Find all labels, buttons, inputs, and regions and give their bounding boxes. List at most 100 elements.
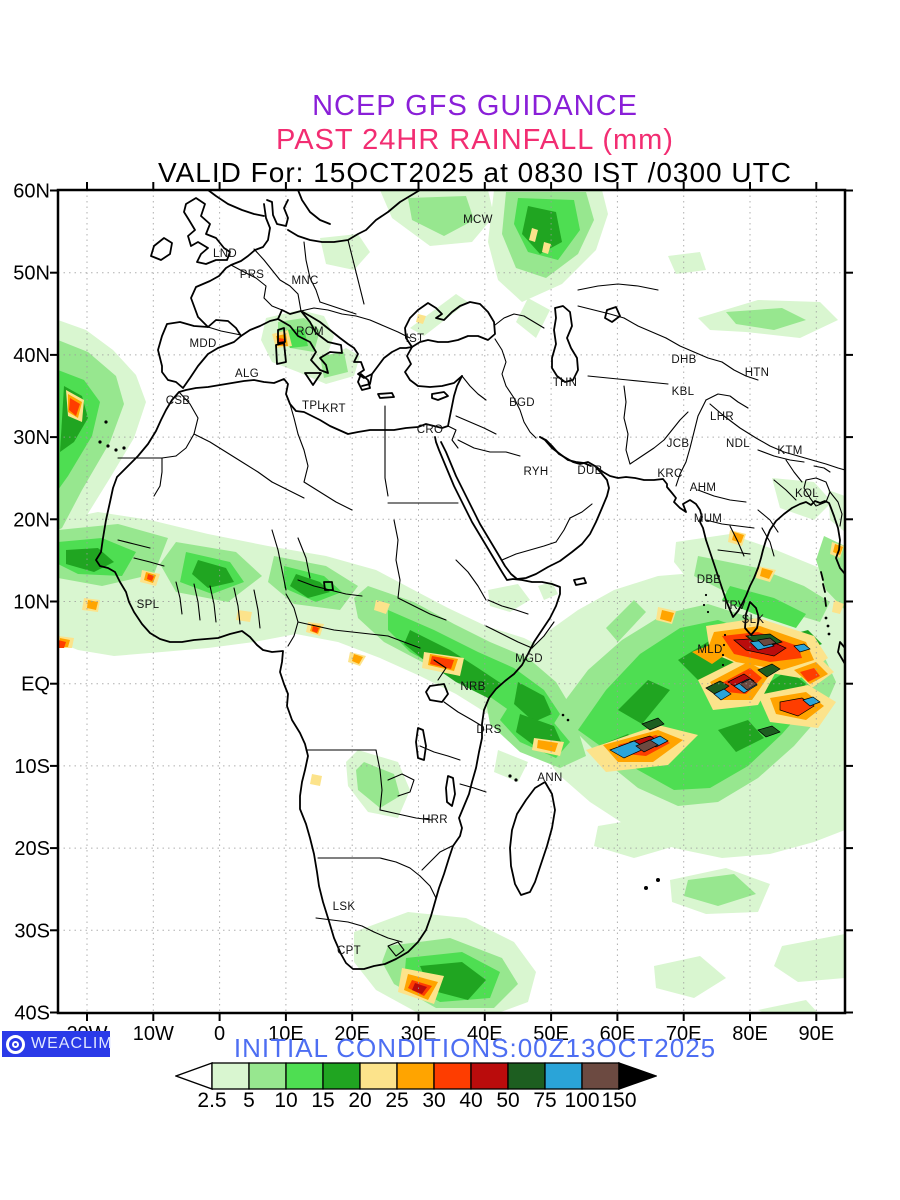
colorbar-cell <box>470 1062 509 1090</box>
rainfall-colorbar <box>175 1062 657 1090</box>
station-label: CRO <box>417 424 443 436</box>
colorbar-right-arrow <box>618 1062 657 1090</box>
double-circle-icon <box>6 1034 25 1054</box>
lon-label: 60E <box>600 1023 636 1045</box>
colorbar-cell <box>507 1062 546 1090</box>
lat-label: 20S <box>14 838 50 860</box>
page-subtitle: PAST 24HR RAINFALL (mm) <box>276 124 674 156</box>
station-label: SPL <box>137 599 160 611</box>
station-label: HRR <box>422 814 448 826</box>
colorbar-cell <box>544 1062 583 1090</box>
lat-label: EQ <box>21 674 50 696</box>
station-label: JCB <box>667 438 690 450</box>
station-label: AHM <box>690 482 716 494</box>
lat-label: 40N <box>13 345 50 367</box>
colorbar-cell <box>322 1062 361 1090</box>
lat-label: 10N <box>13 592 50 614</box>
lon-label: 40E <box>467 1023 503 1045</box>
station-label: LHR <box>710 411 734 423</box>
colorbar-value: 2.5 <box>197 1089 227 1112</box>
lat-label: 30N <box>13 427 50 449</box>
colorbar-value: 30 <box>422 1089 446 1112</box>
logo-text: WEACLIM <box>31 1035 113 1052</box>
station-label: KTM <box>777 445 802 457</box>
weaclim-logo: WEACLIM <box>2 1031 113 1057</box>
station-label: KRT <box>322 403 346 415</box>
colorbar-value: 150 <box>601 1089 637 1112</box>
lat-label: 20N <box>13 509 50 531</box>
station-label: MDD <box>189 338 216 350</box>
station-label: NRB <box>460 681 485 693</box>
axis-ticks <box>50 182 853 1021</box>
station-label: ALG <box>235 368 259 380</box>
colorbar-cell <box>285 1062 324 1090</box>
colorbar-cell <box>581 1062 620 1090</box>
page-title: NCEP GFS GUIDANCE <box>312 90 638 122</box>
station-label: NDL <box>726 438 750 450</box>
colorbar-value: 5 <box>243 1089 255 1112</box>
lon-label: 90E <box>799 1023 835 1045</box>
colorbar-left-arrow <box>175 1062 213 1090</box>
lat-label: 50N <box>13 263 50 285</box>
colorbar-cell <box>433 1062 472 1090</box>
station-label: IST <box>406 333 425 345</box>
station-label: SLK <box>742 614 765 626</box>
initial-conditions-line: INITIAL CONDITIONS:00Z13OCT2025 <box>233 1033 717 1063</box>
station-label: DUB <box>577 465 602 477</box>
station-label: MUM <box>694 513 722 525</box>
lat-label: 40S <box>14 1003 50 1025</box>
station-label: TPL <box>302 400 324 412</box>
islands-layer <box>98 420 831 890</box>
colorbar-cell <box>211 1062 250 1090</box>
station-label: MNC <box>291 275 318 287</box>
lon-label: 70E <box>666 1023 702 1045</box>
colorbar-cell <box>396 1062 435 1090</box>
colorbar-value: 75 <box>533 1089 557 1112</box>
lon-label: 80E <box>732 1023 768 1045</box>
station-label: KBL <box>672 386 695 398</box>
station-label: RYH <box>524 466 549 478</box>
station-label: DBB <box>697 574 722 586</box>
station-label: MGD <box>515 653 543 665</box>
station-label: MCW <box>463 214 493 226</box>
lat-label: 10S <box>14 756 50 778</box>
colorbar-value-labels: 2.5 5 10 15 20 25 30 40 50 75 100 150 <box>0 1089 900 1115</box>
station-label: LSK <box>333 901 356 913</box>
station-label: ROM <box>296 326 324 338</box>
lat-label: 60N <box>13 181 50 203</box>
station-label: KRC <box>657 468 682 480</box>
station-label: DHB <box>671 354 696 366</box>
borders-layer <box>117 239 846 957</box>
colorbar-value: 40 <box>459 1089 483 1112</box>
station-label: CSB <box>166 395 191 407</box>
lon-label: 30E <box>401 1023 437 1045</box>
lon-label: 20E <box>334 1023 370 1045</box>
station-label: DRS <box>476 724 501 736</box>
station-label: LND <box>213 248 237 260</box>
coastlines-layer <box>95 189 846 970</box>
lon-label: 10E <box>268 1023 304 1045</box>
lon-label: 50E <box>533 1023 569 1045</box>
colorbar-value: 100 <box>564 1089 600 1112</box>
lon-label: 0 <box>214 1023 225 1045</box>
colorbar-cell <box>248 1062 287 1090</box>
station-label: TRV <box>722 600 746 612</box>
rainfall-shading-layer <box>58 190 845 1013</box>
colorbar-value: 15 <box>311 1089 335 1112</box>
station-label: THN <box>553 377 578 389</box>
lon-label: 10W <box>133 1023 174 1045</box>
station-label: ANN <box>537 772 562 784</box>
graticule-grid <box>58 190 845 1013</box>
station-label: HTN <box>745 367 770 379</box>
colorbar-cell <box>359 1062 398 1090</box>
colorbar-value: 25 <box>385 1089 409 1112</box>
station-label: BGD <box>509 397 535 409</box>
colorbar-value: 20 <box>348 1089 372 1112</box>
axis-labels: 20W10W010E20E30E40E50E60E70E80E90E60N50N… <box>13 181 834 1046</box>
colorbar-value: 10 <box>274 1089 298 1112</box>
station-label: MLD <box>697 644 722 656</box>
station-label: KOL <box>795 488 819 500</box>
